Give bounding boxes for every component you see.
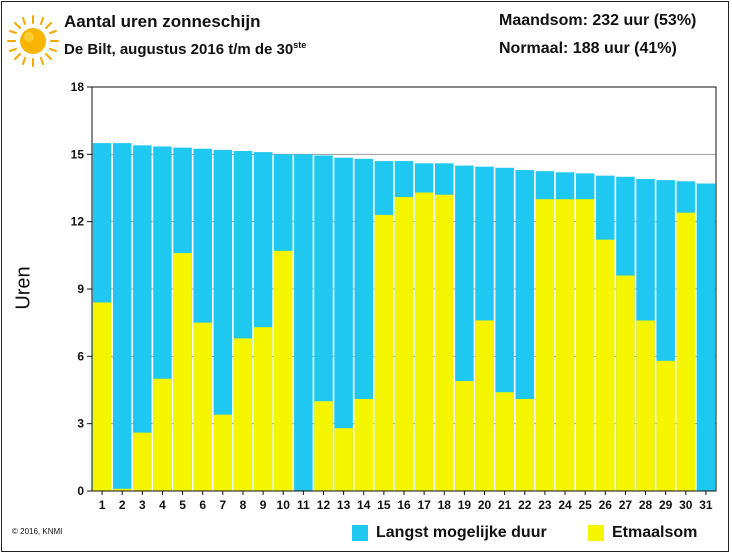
bar-etmaalsom-10 — [273, 250, 293, 491]
x-tick-label-15: 15 — [377, 498, 391, 512]
y-tick-label-6: 6 — [77, 349, 84, 363]
x-tick-label-17: 17 — [417, 498, 431, 512]
bar-etmaalsom-9 — [253, 327, 273, 491]
legend-swatch-langst — [352, 525, 368, 541]
bar-etmaalsom-12 — [314, 401, 333, 491]
normaal-label: Normaal: 188 uur (41%) — [499, 40, 677, 57]
bar-etmaalsom-28 — [636, 320, 655, 491]
y-tick-label-0: 0 — [77, 484, 84, 498]
bar-etmaalsom-8 — [233, 338, 253, 491]
bar-etmaalsom-16 — [394, 196, 414, 491]
bar-etmaalsom-25 — [575, 199, 595, 491]
bar-etmaalsom-1 — [92, 302, 112, 491]
sun-icon — [7, 15, 59, 67]
y-tick-label-9: 9 — [77, 282, 84, 296]
bar-etmaalsom-6 — [193, 322, 212, 491]
x-tick-label-18: 18 — [438, 498, 452, 512]
x-tick-label-19: 19 — [458, 498, 472, 512]
y-tick-label-18: 18 — [71, 80, 85, 94]
legend-swatch-etmaalsom — [588, 525, 604, 541]
bar-langst-7 — [213, 149, 233, 491]
x-tick-label-29: 29 — [659, 498, 673, 512]
legend-item-etmaalsom: Etmaalsom — [588, 524, 697, 542]
y-tick-label-3: 3 — [77, 417, 84, 431]
bar-etmaalsom-2 — [112, 488, 132, 491]
bar-etmaalsom-14 — [354, 398, 374, 491]
x-tick-label-28: 28 — [639, 498, 653, 512]
x-tick-label-31: 31 — [699, 498, 713, 512]
bar-etmaalsom-26 — [596, 239, 615, 491]
subtitle-text: De Bilt, augustus 2016 t/m de 30 — [64, 41, 294, 58]
chart-subtitle: De Bilt, augustus 2016 t/m de 30ste — [64, 40, 306, 58]
x-tick-label-14: 14 — [357, 498, 371, 512]
x-tick-label-1: 1 — [99, 498, 106, 512]
y-tick-label-15: 15 — [71, 147, 85, 161]
bar-etmaalsom-23 — [535, 199, 555, 491]
legend-label-langst: Langst mogelijke duur — [376, 524, 547, 541]
bar-etmaalsom-27 — [616, 275, 635, 491]
bar-langst-13 — [334, 157, 353, 491]
bar-etmaalsom-5 — [173, 253, 192, 491]
x-tick-label-10: 10 — [277, 498, 291, 512]
bar-langst-31 — [696, 183, 716, 491]
bar-etmaalsom-19 — [455, 381, 474, 491]
bar-etmaalsom-13 — [334, 428, 353, 491]
bar-etmaalsom-29 — [656, 360, 675, 491]
x-tick-label-6: 6 — [199, 498, 206, 512]
x-tick-label-5: 5 — [179, 498, 186, 512]
x-tick-label-21: 21 — [498, 498, 512, 512]
bar-etmaalsom-24 — [555, 199, 575, 491]
x-tick-label-11: 11 — [297, 498, 310, 512]
x-tick-label-26: 26 — [599, 498, 613, 512]
x-tick-label-8: 8 — [240, 498, 247, 512]
bar-etmaalsom-3 — [133, 432, 152, 491]
bar-langst-2 — [112, 143, 132, 491]
x-tick-label-23: 23 — [538, 498, 552, 512]
bar-etmaalsom-21 — [495, 392, 514, 491]
x-tick-label-12: 12 — [317, 498, 331, 512]
bar-langst-3 — [133, 145, 152, 491]
bar-etmaalsom-18 — [434, 194, 454, 491]
legend-label-etmaalsom: Etmaalsom — [612, 524, 698, 541]
bar-etmaalsom-17 — [414, 192, 434, 491]
bar-etmaalsom-7 — [213, 414, 233, 491]
bar-etmaalsom-15 — [374, 214, 394, 491]
bar-etmaalsom-30 — [676, 212, 696, 491]
subtitle-suffix: ste — [293, 40, 307, 50]
x-tick-label-13: 13 — [337, 498, 351, 512]
x-tick-label-27: 27 — [619, 498, 633, 512]
maandsom-label: Maandsom: 232 uur (53%) — [499, 12, 697, 29]
x-tick-label-30: 30 — [679, 498, 693, 512]
x-tick-label-24: 24 — [558, 498, 572, 512]
x-tick-label-3: 3 — [139, 498, 146, 512]
x-tick-label-2: 2 — [119, 498, 126, 512]
x-tick-label-9: 9 — [260, 498, 267, 512]
x-tick-label-4: 4 — [159, 498, 166, 512]
bar-etmaalsom-20 — [475, 320, 494, 491]
x-tick-label-7: 7 — [219, 498, 226, 512]
y-tick-label-12: 12 — [71, 215, 85, 229]
bar-langst-11 — [294, 154, 313, 492]
chart-title: Aantal uren zonneschijn — [64, 12, 261, 31]
plot-border — [91, 86, 717, 492]
x-tick-label-20: 20 — [478, 498, 492, 512]
bar-etmaalsom-22 — [515, 398, 535, 491]
x-tick-label-25: 25 — [578, 498, 592, 512]
legend-item-langst: Langst mogelijke duur — [352, 524, 547, 542]
x-tick-label-16: 16 — [397, 498, 411, 512]
bar-etmaalsom-4 — [153, 378, 172, 491]
copyright: © 2016, KNMI — [12, 527, 63, 536]
x-tick-label-22: 22 — [518, 498, 532, 512]
